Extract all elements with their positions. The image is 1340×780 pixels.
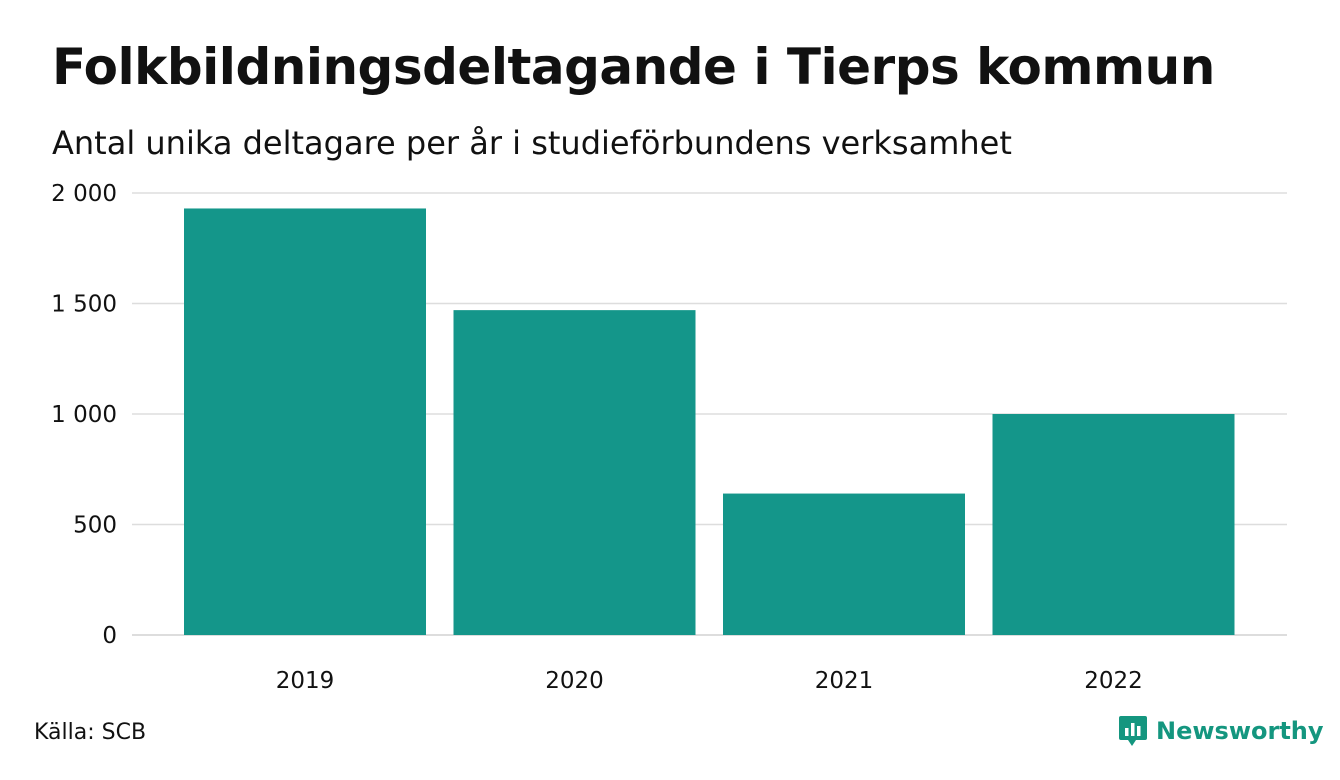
- x-tick-label: 2021: [815, 668, 874, 694]
- bar-2022: [992, 414, 1235, 635]
- bar-2021: [723, 493, 965, 635]
- y-tick-label: 0: [102, 623, 117, 649]
- source-note: Källa: SCB: [34, 720, 147, 745]
- y-tick-label: 1 500: [51, 292, 117, 318]
- y-tick-label: 500: [73, 513, 117, 539]
- bars: [184, 208, 1235, 635]
- newsworthy-logo-icon: [1119, 716, 1147, 746]
- x-tick-label: 2019: [276, 668, 335, 694]
- bar-2020: [453, 310, 696, 635]
- y-axis-tick-labels: 0 500 1 000 1 500 2 000: [51, 181, 117, 649]
- y-tick-label: 2 000: [51, 181, 117, 207]
- bar-2019: [184, 208, 426, 635]
- x-tick-label: 2020: [545, 668, 604, 694]
- brand-name: Newsworthy: [1156, 717, 1324, 745]
- y-tick-label: 1 000: [51, 402, 117, 428]
- chart-subtitle: Antal unika deltagare per år i studieför…: [52, 124, 1012, 162]
- x-axis-tick-labels: 2019 2020 2021 2022: [276, 668, 1143, 694]
- x-tick-label: 2022: [1084, 668, 1143, 694]
- brand-logo: Newsworthy: [1118, 714, 1324, 748]
- chart-title: Folkbildningsdeltagande i Tierps kommun: [52, 38, 1215, 96]
